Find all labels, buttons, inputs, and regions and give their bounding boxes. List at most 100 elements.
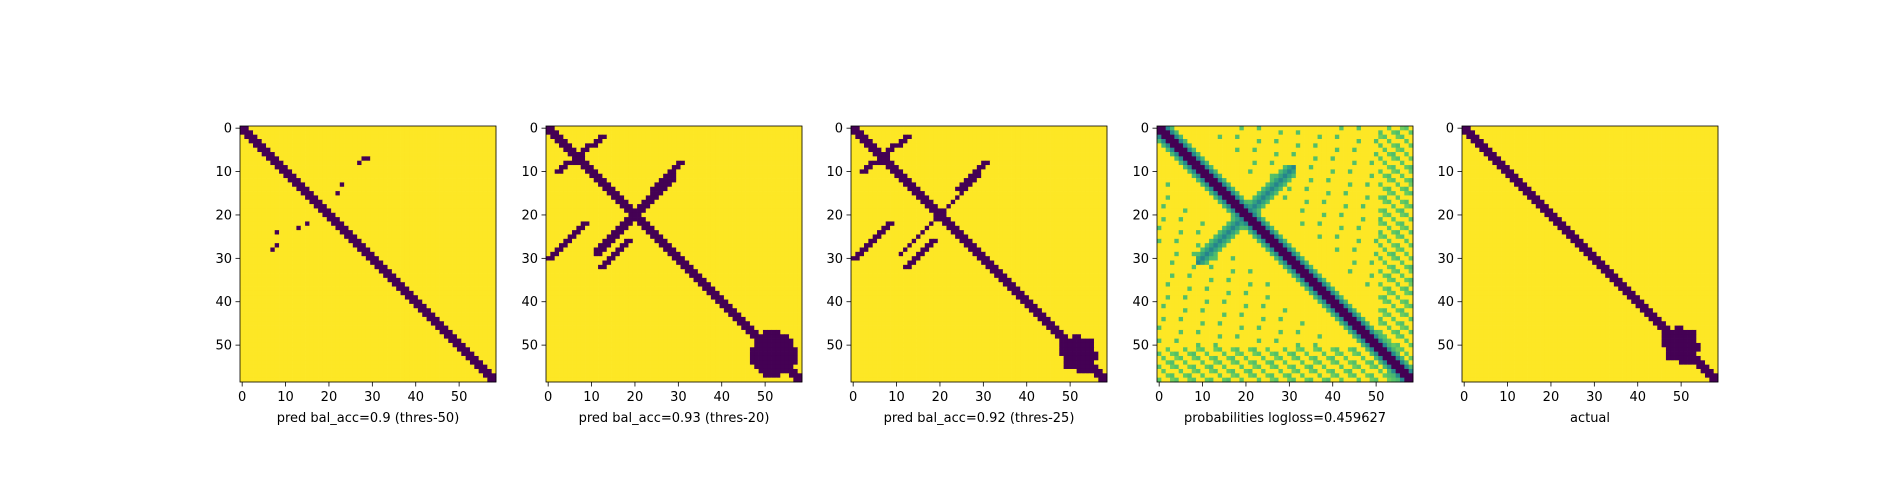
heatmap-cell	[257, 225, 263, 231]
heatmap-cell	[296, 286, 302, 292]
heatmap-cell	[697, 130, 703, 136]
heatmap-cell	[487, 217, 493, 222]
heatmap-cell	[261, 191, 267, 196]
heatmap-cell	[767, 165, 772, 170]
heatmap-cell	[637, 204, 642, 209]
heatmap-cell	[422, 225, 427, 231]
heatmap-cell	[305, 212, 310, 218]
heatmap-cell	[287, 230, 293, 235]
heatmap-cell	[270, 299, 276, 305]
heatmap-cell	[439, 373, 445, 379]
heatmap-cell	[248, 139, 254, 144]
heatmap-cell	[361, 260, 367, 266]
heatmap-cell	[732, 191, 738, 196]
heatmap-cell	[244, 156, 250, 162]
heatmap-cell	[749, 212, 755, 218]
heatmap-cell	[615, 199, 621, 205]
heatmap-cell	[279, 165, 284, 170]
heatmap-cell	[671, 160, 677, 166]
heatmap-cell	[461, 221, 466, 227]
heatmap-cell	[266, 152, 271, 157]
heatmap-cell	[658, 182, 664, 188]
heatmap-cell	[309, 368, 315, 374]
heatmap-cell	[482, 204, 488, 209]
heatmap-cell	[309, 273, 315, 279]
heatmap-cell	[448, 173, 453, 179]
heatmap-cell	[452, 338, 458, 344]
heatmap-cell	[409, 156, 414, 162]
heatmap-cell	[667, 191, 673, 196]
heatmap-cell	[365, 290, 371, 296]
heatmap-cell	[266, 143, 271, 149]
heatmap-cell	[400, 251, 406, 257]
heatmap-cell	[352, 273, 358, 279]
heatmap-cell	[559, 139, 564, 144]
heatmap-cell	[274, 134, 280, 140]
heatmap-cell	[383, 347, 388, 352]
heatmap-cell	[417, 208, 423, 214]
heatmap-cell	[602, 186, 608, 192]
heatmap-cell	[482, 360, 488, 365]
heatmap-cell	[292, 368, 297, 374]
heatmap-cell	[671, 126, 677, 131]
heatmap-cell	[374, 377, 380, 383]
heatmap-cell	[413, 152, 419, 157]
heatmap-cell	[348, 351, 354, 357]
heatmap-cell	[287, 234, 293, 240]
heatmap-cell	[680, 208, 686, 214]
heatmap-cell	[417, 143, 423, 149]
heatmap-cell	[261, 204, 267, 209]
heatmap-cell	[615, 221, 621, 227]
heatmap-cell	[628, 204, 634, 209]
heatmap-cell	[606, 169, 612, 175]
heatmap-cell	[491, 208, 497, 214]
heatmap-cell	[693, 221, 699, 227]
heatmap-cell	[684, 195, 690, 201]
heatmap-cell	[736, 195, 742, 201]
heatmap-cell	[793, 160, 799, 166]
heatmap-cell	[559, 208, 564, 214]
heatmap-cell	[261, 251, 267, 257]
heatmap-cell	[374, 299, 380, 305]
heatmap-cell	[352, 217, 358, 222]
heatmap-cell	[296, 308, 302, 313]
heatmap-cell	[749, 208, 755, 214]
heatmap-cell	[736, 191, 742, 196]
heatmap-cell	[663, 217, 668, 222]
heatmap-cell	[430, 316, 436, 322]
heatmap-cell	[248, 225, 254, 231]
heatmap-cell	[417, 217, 423, 222]
heatmap-cell	[426, 225, 432, 231]
heatmap-cell	[339, 238, 345, 244]
heatmap-cell	[478, 143, 484, 149]
heatmap-cell	[797, 182, 803, 188]
heatmap-cell	[365, 316, 371, 322]
heatmap-cell	[576, 221, 582, 227]
heatmap-cell	[331, 160, 336, 166]
heatmap-cell	[443, 234, 449, 240]
heatmap-cell	[313, 308, 319, 313]
heatmap-cell	[322, 290, 328, 296]
heatmap-cell	[318, 364, 323, 370]
heatmap-cell	[365, 173, 371, 179]
heatmap-cell	[378, 212, 384, 218]
heatmap-cell	[318, 225, 323, 231]
heatmap-cell	[439, 264, 445, 270]
heatmap-cell	[474, 290, 479, 296]
heatmap-cell	[710, 186, 716, 192]
x-tick-label: 30	[364, 390, 381, 405]
x-tick-label: 20	[321, 390, 338, 405]
heatmap-cell	[240, 225, 245, 231]
heatmap-cell	[706, 152, 712, 157]
heatmap-cell	[391, 282, 397, 287]
heatmap-cell	[292, 269, 297, 274]
heatmap-cell	[413, 156, 419, 162]
heatmap-cell	[383, 351, 388, 357]
heatmap-cell	[554, 143, 560, 149]
heatmap-cell	[335, 225, 341, 231]
heatmap-cell	[257, 308, 263, 313]
heatmap-cell	[274, 212, 280, 218]
heatmap-cell	[270, 321, 276, 326]
heatmap-cell	[658, 130, 664, 136]
heatmap-cell	[413, 243, 419, 248]
